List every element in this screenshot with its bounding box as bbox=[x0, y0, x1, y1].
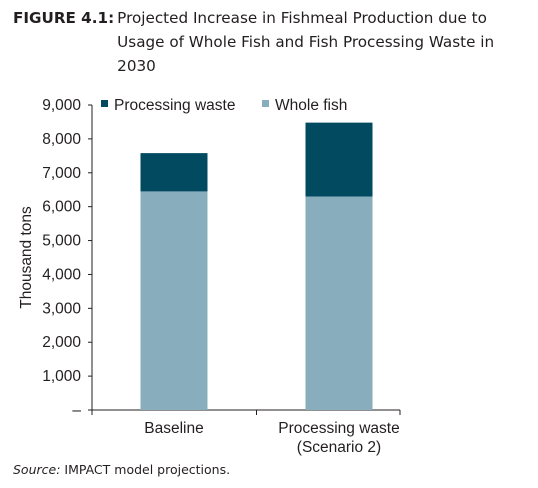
y-tick-label: 6,000 bbox=[42, 199, 81, 216]
bar-processing-waste bbox=[305, 122, 373, 197]
figure-label: FIGURE 4.1: bbox=[13, 9, 115, 27]
y-tick-label: 5,000 bbox=[42, 233, 81, 250]
figure-title: FIGURE 4.1: Projected Increase in Fishme… bbox=[13, 6, 533, 78]
figure-title-text: Projected Increase in Fishmeal Productio… bbox=[117, 9, 495, 75]
bar-processing-waste bbox=[140, 153, 208, 192]
y-tick-label: – bbox=[72, 402, 81, 419]
x-category-label: Processing waste bbox=[278, 420, 399, 437]
y-tick-label: 9,000 bbox=[42, 97, 81, 114]
y-tick-label: 4,000 bbox=[42, 266, 81, 283]
y-tick-label: 2,000 bbox=[42, 334, 81, 351]
bar-whole-fish bbox=[140, 191, 208, 410]
y-axis-title: Thousand tons bbox=[18, 206, 35, 309]
x-category-label: (Scenario 2) bbox=[297, 439, 381, 456]
legend-label: Whole fish bbox=[275, 97, 347, 114]
bar-whole-fish bbox=[305, 196, 373, 410]
legend-swatch bbox=[101, 100, 108, 107]
y-tick-label: 7,000 bbox=[42, 165, 81, 182]
x-category-label: Baseline bbox=[144, 420, 203, 437]
source-note: Source: IMPACT model projections. bbox=[13, 462, 230, 477]
legend-swatch bbox=[262, 100, 269, 107]
y-tick-label: 1,000 bbox=[42, 368, 81, 385]
source-label: Source: bbox=[13, 462, 61, 477]
y-tick-label: 3,000 bbox=[42, 300, 81, 317]
legend-label: Processing waste bbox=[114, 97, 235, 114]
y-tick-label: 8,000 bbox=[42, 131, 81, 148]
source-text: IMPACT model projections. bbox=[60, 462, 231, 477]
